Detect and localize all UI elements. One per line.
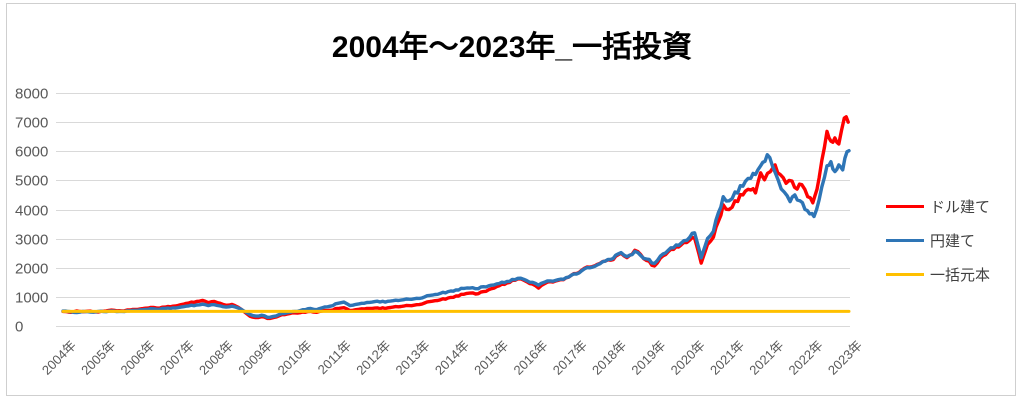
legend-label-principal: 一括元本 — [930, 266, 991, 284]
legend-swatch-jpy — [886, 238, 924, 242]
y-tick-label: 0 — [15, 319, 23, 336]
x-tick-label: 2012年 — [353, 338, 393, 378]
series-line-jpy — [61, 149, 851, 319]
legend-item-principal: 一括元本 — [886, 264, 990, 284]
chart-title: 2004年～2023年_一括投資 — [331, 31, 693, 64]
x-tick-label: 2018年 — [589, 338, 629, 378]
chart-area-frame — [6, 3, 1016, 396]
legend-item-usd: ドル建て — [886, 196, 990, 216]
x-tick-label: 2021年 — [746, 338, 786, 378]
y-tick-label: 6000 — [15, 144, 48, 161]
x-tick-label: 2022年 — [786, 338, 826, 378]
y-tick-label: 3000 — [15, 232, 48, 249]
legend-swatch-principal — [886, 272, 924, 276]
series-line-usd — [61, 115, 850, 321]
legend-item-jpy: 円建て — [886, 230, 975, 250]
x-tick-label: 2009年 — [235, 338, 275, 378]
x-tick-label: 2023年 — [825, 338, 865, 378]
x-tick-label: 2007年 — [157, 338, 197, 378]
y-tick-label: 7000 — [15, 115, 48, 132]
x-tick-label: 2016年 — [510, 338, 550, 378]
x-tick-label: 2014年 — [432, 338, 472, 378]
y-tick-label: 1000 — [15, 290, 48, 307]
y-tick-label: 5000 — [15, 173, 48, 190]
x-tick-label: 2015年 — [471, 338, 511, 378]
y-tick-label: 4000 — [15, 203, 48, 220]
x-tick-label: 2006年 — [117, 338, 157, 378]
x-tick-label: 2021年 — [707, 338, 747, 378]
x-tick-label: 2017年 — [550, 338, 590, 378]
legend-label-jpy: 円建て — [930, 232, 976, 250]
x-tick-label: 2010年 — [275, 338, 315, 378]
x-tick-label: 2013年 — [393, 338, 433, 378]
y-tick-label: 2000 — [15, 261, 48, 278]
x-tick-label: 2020年 — [668, 338, 708, 378]
x-tick-label: 2004年 — [39, 338, 79, 378]
x-tick-label: 2008年 — [196, 338, 236, 378]
x-tick-label: 2005年 — [78, 338, 118, 378]
x-tick-label: 2019年 — [628, 338, 668, 378]
legend-swatch-usd — [886, 204, 924, 208]
legend-label-usd: ドル建て — [930, 198, 991, 216]
y-tick-label: 8000 — [15, 86, 48, 103]
x-tick-label: 2011年 — [315, 338, 355, 378]
